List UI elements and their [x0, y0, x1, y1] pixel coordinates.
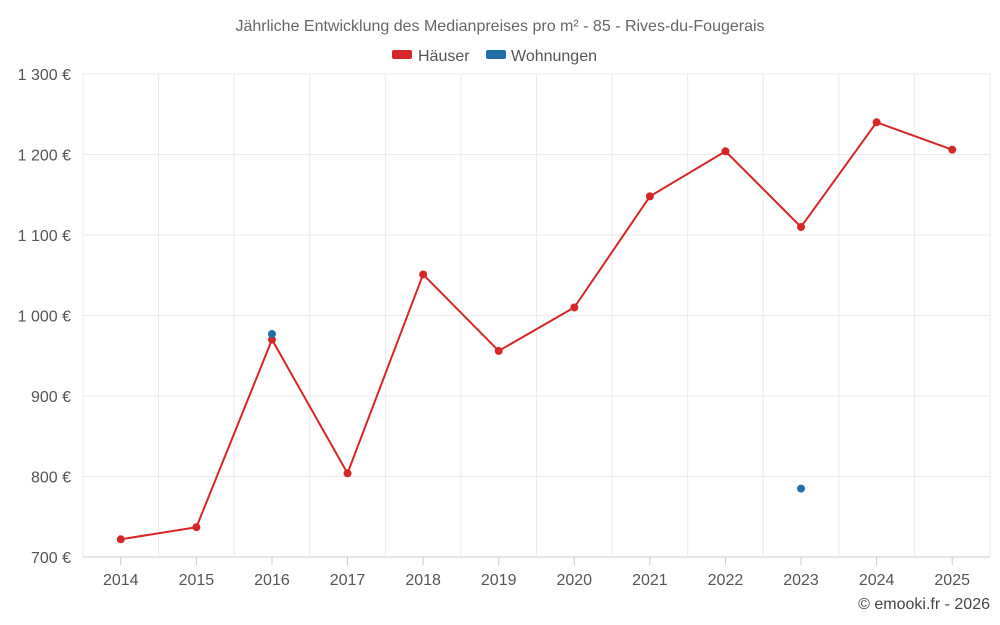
- data-point-houses[interactable]: [267, 335, 276, 344]
- y-axis-ticks: 700 € 800 € 900 € 1 000 € 1 100 € 1 200 € 1 30…: [18, 67, 71, 567]
- x-tick-label: 2015: [179, 572, 215, 589]
- grid: [82, 73, 991, 558]
- legend-item-apartments[interactable]: Wohnungen: [486, 48, 597, 65]
- y-tick-label: 1 300 €: [18, 67, 71, 84]
- data-point-houses[interactable]: [797, 222, 806, 231]
- x-tick-label: 2014: [103, 572, 139, 589]
- legend-label-houses: Häuser: [418, 48, 470, 65]
- credit-text: © emooki.fr - 2026: [858, 596, 990, 613]
- x-tick-label: 2018: [405, 572, 441, 589]
- series: [116, 118, 957, 544]
- data-point-houses[interactable]: [948, 145, 957, 154]
- data-point-houses[interactable]: [343, 469, 352, 478]
- y-tick-label: 1 100 €: [18, 228, 71, 245]
- series-line-houses: [120, 121, 953, 541]
- data-point-houses[interactable]: [872, 118, 881, 127]
- x-tick-label: 2025: [934, 572, 970, 589]
- x-tick-label: 2024: [859, 572, 895, 589]
- data-point-houses[interactable]: [192, 523, 201, 532]
- x-tick-label: 2022: [708, 572, 744, 589]
- data-point-houses[interactable]: [721, 147, 730, 156]
- x-tick-label: 2023: [783, 572, 819, 589]
- x-tick-label: 2016: [254, 572, 290, 589]
- x-axis-ticks: 2014 2015 2016 2017 2018 2019 2020 2021 2022 2023…: [103, 557, 970, 589]
- chart-title: Jährliche Entwicklung des Medianpreises …: [235, 18, 764, 35]
- y-tick-label: 1 200 €: [18, 148, 71, 165]
- data-point-houses[interactable]: [494, 346, 503, 355]
- x-tick-label: 2020: [556, 572, 592, 589]
- x-tick-label: 2021: [632, 572, 668, 589]
- x-tick-label: 2017: [330, 572, 366, 589]
- data-point-houses[interactable]: [116, 535, 125, 544]
- data-point-houses[interactable]: [419, 270, 428, 279]
- legend-swatch-houses: [392, 50, 412, 59]
- data-point-houses[interactable]: [645, 192, 654, 201]
- legend-item-houses[interactable]: Häuser: [392, 48, 470, 65]
- x-tick-label: 2019: [481, 572, 517, 589]
- data-point-houses[interactable]: [570, 303, 579, 312]
- y-tick-label: 1 000 €: [18, 309, 71, 326]
- y-tick-label: 900 €: [31, 389, 71, 406]
- legend-swatch-apartments: [486, 50, 506, 59]
- legend-label-apartments: Wohnungen: [511, 48, 597, 65]
- y-tick-label: 800 €: [31, 470, 71, 487]
- legend: Häuser Wohnungen: [392, 48, 597, 65]
- data-point-apartments[interactable]: [797, 484, 806, 493]
- data-point-apartments[interactable]: [267, 330, 276, 339]
- y-tick-label: 700 €: [31, 550, 71, 567]
